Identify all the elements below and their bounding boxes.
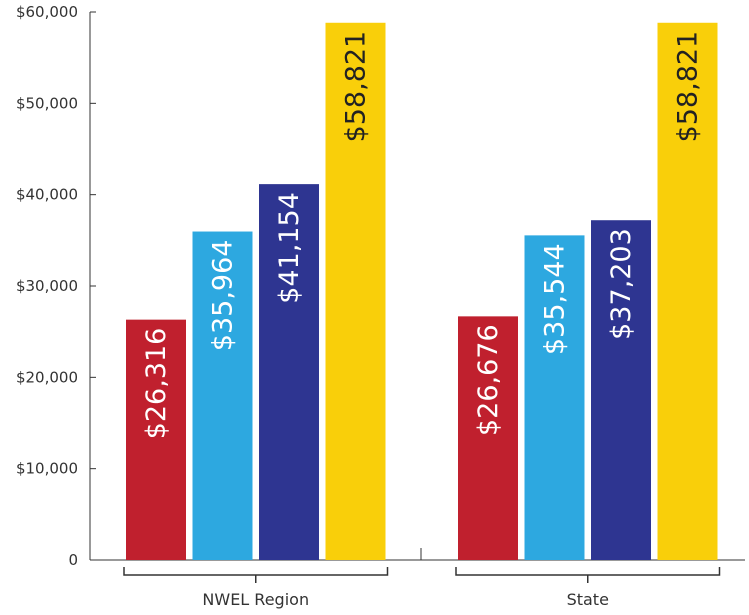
category-label: NWEL Region — [202, 590, 309, 609]
y-tick-label: $10,000 — [16, 460, 78, 478]
y-tick-label: $60,000 — [16, 3, 78, 21]
y-tick-label: $50,000 — [16, 94, 78, 112]
bar-value-label: $58,821 — [341, 31, 372, 143]
chart-labels: $26,316 $35,964 $41,154 $58,821 $26,676 $35,5… — [141, 31, 704, 440]
category-bracket — [123, 567, 389, 576]
bar — [458, 316, 518, 560]
bar-value-label: $35,964 — [208, 240, 239, 352]
bar — [325, 22, 386, 561]
category-label: State — [567, 590, 609, 609]
category-bracket — [455, 567, 721, 576]
y-tick-label: 0 — [68, 551, 78, 569]
bar-value-label: $35,544 — [540, 243, 571, 355]
bar — [192, 231, 253, 560]
bar-value-label: $37,203 — [606, 228, 637, 340]
y-tick-label: $20,000 — [16, 368, 78, 386]
bar-value-label: $58,821 — [673, 31, 704, 143]
bar — [591, 220, 651, 561]
bar — [126, 319, 186, 560]
y-tick-label: $30,000 — [16, 277, 78, 295]
bar — [657, 22, 718, 561]
bar — [524, 235, 585, 560]
bar-value-label: $26,676 — [473, 324, 504, 436]
y-tick-label: $40,000 — [16, 186, 78, 204]
bar — [259, 184, 319, 560]
bar-value-label: $41,154 — [274, 192, 305, 304]
bar-value-label: $26,316 — [141, 328, 172, 440]
chart-bars — [126, 22, 718, 561]
chart-axes: 0 $10,000 $20,000 $30,000 $40,000 $50,000 $60,… — [16, 3, 745, 609]
